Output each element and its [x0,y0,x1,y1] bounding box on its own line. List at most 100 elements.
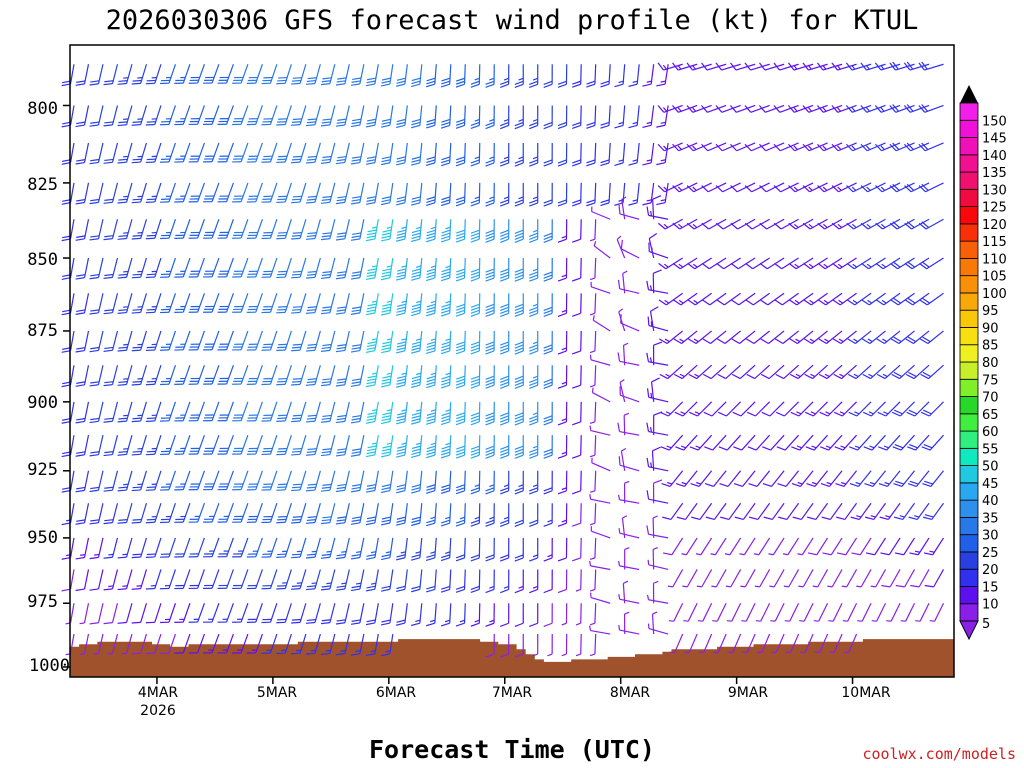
wind-barb [380,365,394,388]
wind-barb [880,537,901,556]
wind-barb [907,470,930,487]
wind-barb [261,569,278,590]
wind-barb [261,293,278,314]
wind-barb [131,470,148,492]
wind-barb [145,503,162,524]
wind-barb [365,470,379,493]
wind-barb [335,142,350,165]
wind-barb [543,603,553,627]
wind-barb [713,633,727,654]
wind-barb [246,401,263,422]
colorbar-swatch [959,568,979,587]
wind-barb [455,258,466,282]
x-tick-label: 5MAR [257,685,298,701]
wind-barb [246,569,263,590]
wind-barb [831,62,857,71]
wind-barb [543,503,553,527]
wind-barb [918,182,944,193]
wind-barb [821,502,843,521]
wind-barb [121,633,133,655]
wind-barb [514,105,524,130]
colorbar-label: 5 [982,617,990,632]
wind-barb [860,62,886,71]
wind-barb [396,142,408,166]
wind-barb [335,435,350,457]
wind-barb [365,435,379,458]
wind-barb [396,603,408,626]
wind-barb [572,537,582,562]
wind-barb [75,503,90,525]
wind-barb [787,104,814,113]
wind-barb [618,204,640,220]
wind-barb [411,142,423,166]
wind-barb [470,105,481,130]
wind-barb [89,470,104,493]
wind-barb [687,292,712,306]
wind-barb [572,470,582,495]
wind-barb [174,401,191,422]
wind-barb [572,365,582,389]
wind-barb [320,603,336,625]
wind-barb [500,634,510,658]
wind-barb [789,364,814,380]
wind-barb [543,365,553,389]
wind-barb [500,435,510,459]
wind-barb [920,364,944,380]
wind-barb [145,434,162,456]
wind-barb [659,364,684,380]
colorbar-swatch [959,378,979,397]
wind-barb [103,365,119,387]
colorbar-bottom-arrow [959,620,979,641]
wind-barb [396,401,408,425]
wind-barb [485,435,495,459]
wind-barb [865,537,887,556]
wind-barb [895,569,916,588]
wind-barb [188,330,205,351]
wind-barb [232,219,249,239]
wind-barb [500,258,510,282]
wind-barb [61,219,75,242]
wind-barb [160,142,177,163]
wind-barb [745,292,770,306]
wind-barb [117,365,133,386]
wind-barb [893,502,916,521]
wind-barb [733,470,756,487]
x-tick-label: 6MAR [376,685,417,701]
wind-barb [879,502,901,521]
wind-barb [411,470,423,494]
wind-barb [589,560,611,571]
wind-barb [778,502,800,521]
wind-barb [203,330,220,351]
wind-barb [305,105,321,127]
wind-barb [261,603,278,624]
wind-barb [647,559,669,571]
wind-barb [589,401,597,424]
wind-barb [261,365,278,386]
wind-barb [557,503,568,527]
wind-barb [411,182,423,206]
wind-barb [61,569,75,592]
wind-barb [320,365,336,387]
wind-barb [845,142,872,152]
wind-barb [760,330,785,344]
wind-barb [716,257,741,270]
wind-barb [712,602,727,622]
wind-barb [261,633,278,654]
wind-barb [672,257,698,270]
wind-barb [411,293,423,317]
wind-barb [789,330,814,344]
wind-barb [500,503,510,527]
wind-barb [832,330,857,344]
wind-barb [500,365,510,389]
wind-barb [845,104,872,113]
wind-barb [455,182,466,207]
wind-barb [652,479,663,504]
wind-barb [797,537,814,556]
wind-barb [131,633,148,655]
wind-barb [232,182,249,203]
wind-barb [89,365,104,387]
wind-barb [61,435,75,458]
wind-barb [835,470,858,487]
wind-barb [759,257,785,270]
wind-barb [817,292,843,306]
